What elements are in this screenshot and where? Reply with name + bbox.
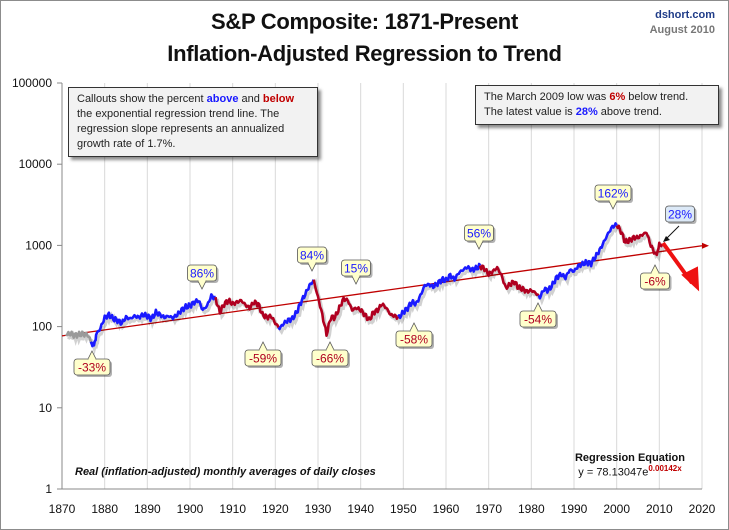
- y-tick-label: 1: [45, 482, 52, 496]
- callout-pointer: [533, 302, 543, 312]
- march-2009-note: The March 2009 low was 6% below trend. T…: [475, 85, 719, 125]
- series-segment: [65, 330, 93, 343]
- regression-title: Regression Equation: [574, 452, 686, 464]
- callout-label: 15%: [344, 262, 368, 276]
- x-tick-label: 2010: [646, 502, 673, 516]
- forecast-arrowhead: [681, 266, 700, 292]
- callout-below: -59%: [244, 341, 283, 368]
- series-segment: [312, 279, 400, 337]
- x-tick-label: 1960: [433, 502, 460, 516]
- latest-pointer-head: [663, 236, 670, 242]
- note-text: Callouts show the percent: [77, 93, 207, 105]
- latest-pointer: [665, 225, 680, 240]
- callout-above: 86%: [187, 264, 219, 290]
- note-text: the exponential regression trend line. T…: [77, 108, 285, 150]
- note-text: The March 2009 low was: [484, 91, 610, 103]
- series-segment: [214, 297, 280, 329]
- callout-pointer: [307, 262, 317, 272]
- regression-equation: Regression Equation y = 78.13047e0.00142…: [565, 452, 695, 479]
- callout-above: 56%: [464, 224, 496, 250]
- source-label: dshort.com: [655, 9, 715, 21]
- x-tick-label: 1900: [177, 502, 204, 516]
- x-tick-label: 1930: [305, 502, 332, 516]
- callout-label: 84%: [300, 249, 324, 263]
- callout-above: 162%: [594, 184, 633, 210]
- latest-pct: 28%: [575, 106, 598, 118]
- y-tick-label: 10: [39, 401, 53, 415]
- callout-label: 28%: [668, 208, 692, 222]
- callout-label: -6%: [644, 275, 666, 289]
- x-tick-label: 1980: [518, 502, 545, 516]
- x-tick-label: 1880: [91, 502, 118, 516]
- callout-pointer: [351, 275, 361, 285]
- callout-label: 162%: [598, 187, 629, 201]
- note-text: and: [238, 93, 263, 105]
- note-below-word: below: [262, 93, 295, 105]
- trend-arrowhead: [702, 242, 709, 249]
- note-above-word: above: [206, 93, 239, 105]
- x-tick-label: 2000: [603, 502, 630, 516]
- note-text: The latest value is: [484, 106, 576, 118]
- callout-above: 15%: [341, 259, 373, 285]
- y-tick-label: 10000: [19, 157, 53, 171]
- regression-formula: y = 78.13047e: [578, 466, 649, 479]
- series-segment: [478, 264, 540, 297]
- trend-line: [61, 245, 703, 337]
- callout-label: -54%: [524, 313, 552, 327]
- callout-pointer: [197, 280, 207, 290]
- callout-below: -54%: [519, 302, 558, 329]
- x-tick-label: 1870: [49, 502, 76, 516]
- y-tick-label: 100: [32, 320, 52, 334]
- series-shadow: [67, 222, 666, 356]
- callout-pointer: [474, 240, 484, 250]
- callout-label: -66%: [316, 352, 344, 366]
- callout-below: -33%: [73, 350, 112, 377]
- x-tick-label: 2020: [689, 502, 716, 516]
- callout-pointer: [608, 200, 618, 210]
- x-tick-label: 1990: [561, 502, 588, 516]
- y-tick-label: 100000: [12, 76, 52, 90]
- callout-latest: 28%: [665, 205, 697, 224]
- march-pct: 6%: [609, 91, 626, 103]
- callout-above: 84%: [297, 246, 329, 272]
- x-tick-label: 1950: [390, 502, 417, 516]
- callout-below: -6%: [640, 264, 672, 291]
- series-segment: [537, 222, 618, 300]
- callout-label: 86%: [190, 267, 214, 281]
- callout-pointer: [409, 322, 419, 332]
- callout-below: -58%: [395, 322, 434, 349]
- x-tick-label: 1910: [219, 502, 246, 516]
- chart-title-line2: Inflation-Adjusted Regression to Trend: [167, 41, 562, 66]
- x-tick-label: 1920: [262, 502, 289, 516]
- series-segment: [615, 224, 664, 257]
- series-segment: [277, 279, 315, 331]
- callout-label: -59%: [249, 352, 277, 366]
- date-label: August 2010: [649, 24, 715, 36]
- x-tick-label: 1890: [134, 502, 161, 516]
- data-description-note: Real (inflation-adjusted) monthly averag…: [75, 466, 376, 478]
- series-segment: [397, 262, 482, 320]
- callout-pointer: [650, 264, 660, 274]
- callout-label: 56%: [467, 227, 491, 241]
- note-text: below trend.: [625, 91, 689, 103]
- callout-explanation-note: Callouts show the percent above and belo…: [68, 87, 318, 157]
- callout-below: -66%: [311, 341, 350, 368]
- note-text: above trend.: [597, 106, 662, 118]
- callout-pointer: [258, 341, 268, 351]
- chart-title-line1: S&P Composite: 1871-Present: [211, 9, 518, 34]
- callout-label: -33%: [78, 361, 106, 375]
- callout-box: [665, 205, 695, 223]
- callout-label: -58%: [400, 333, 428, 347]
- regression-exponent: 0.00142x: [648, 464, 682, 473]
- callout-pointer: [325, 341, 335, 351]
- series-segment: [89, 293, 216, 348]
- x-tick-label: 1970: [475, 502, 502, 516]
- x-tick-label: 1940: [347, 502, 374, 516]
- y-tick-label: 1000: [25, 238, 52, 252]
